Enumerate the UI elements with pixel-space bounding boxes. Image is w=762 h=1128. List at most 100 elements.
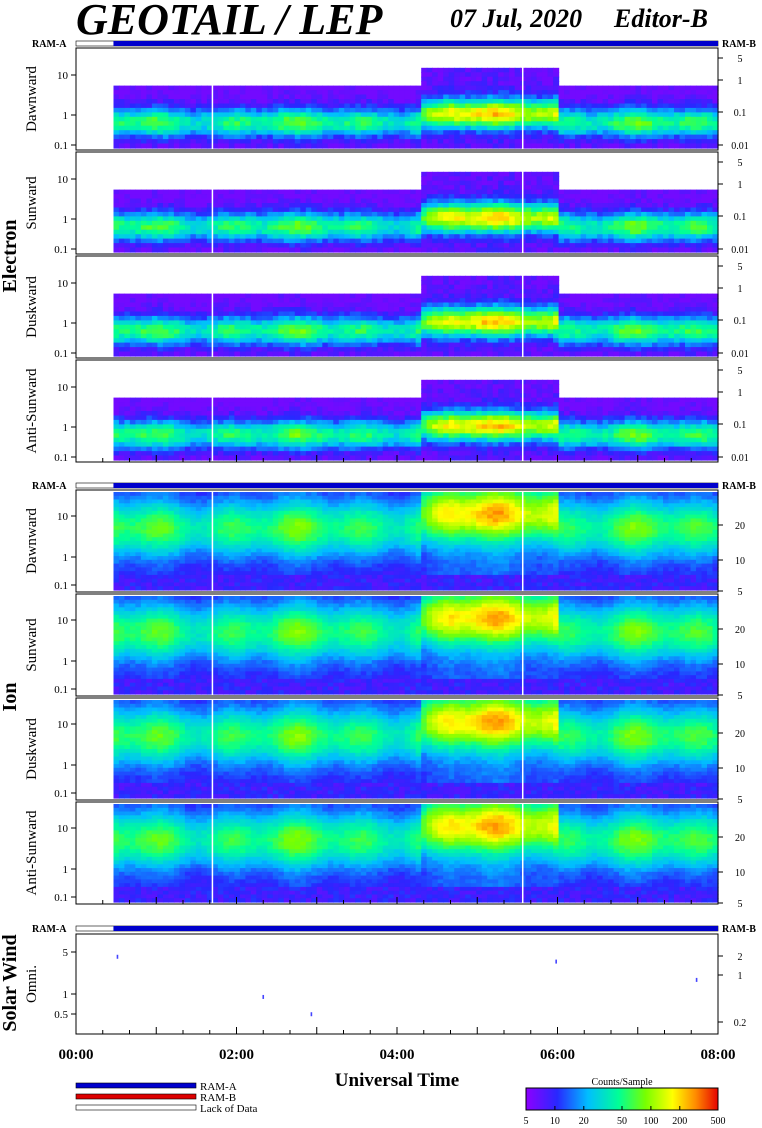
panel-label: Dawnward xyxy=(24,508,40,574)
y-tick-label: 0.1 xyxy=(54,244,68,256)
y-tick-label: 0.1 xyxy=(54,788,68,800)
panel-solar-wind-omni: Omni. xyxy=(24,933,719,1035)
panel-label: Dawnward xyxy=(24,66,40,132)
panel-ion-duskward: Duskward xyxy=(24,697,719,801)
panel-label: Sunward xyxy=(24,618,40,672)
y-tick-label: 1 xyxy=(63,552,69,564)
y-tick-label-right: 0.01 xyxy=(731,141,749,152)
ram-bar-ram-a xyxy=(113,41,718,46)
y-tick-label-right: 1 xyxy=(738,76,743,87)
y-tick-label: 1 xyxy=(63,422,69,434)
y-tick-label-right: 0.01 xyxy=(731,349,749,360)
y-tick-label: 0.1 xyxy=(54,580,68,592)
y-tick-label: 10 xyxy=(57,278,69,290)
spectrogram-image xyxy=(113,700,719,799)
x-tick-label: 06:00 xyxy=(540,1047,575,1063)
legend-label: Lack of Data xyxy=(200,1103,258,1115)
panel-ion-anti-sunward: Anti-Sunward xyxy=(24,801,719,905)
y-tick-label-right: 5 xyxy=(738,158,743,169)
y-tick-label-right: 1 xyxy=(738,284,743,295)
y-tick-label: 0.1 xyxy=(54,892,68,904)
legend-swatch xyxy=(75,1104,197,1111)
editor-label: Editor-B xyxy=(614,4,708,33)
y-tick-label-right: 5 xyxy=(738,366,743,377)
panel-electron-anti-sunward: Anti-Sunward xyxy=(24,359,719,463)
panel-electron-dawnward: Dawnward xyxy=(24,47,719,151)
panel-label: Sunward xyxy=(24,176,40,230)
y-tick-label-right: 0.1 xyxy=(734,212,747,223)
panel-label: Duskward xyxy=(24,276,40,338)
y-tick-label-right: 5 xyxy=(738,899,743,910)
panel-border xyxy=(75,255,719,359)
ram-a-label: RAM-A xyxy=(32,481,67,492)
colorbar-title: Counts/Sample xyxy=(591,1077,653,1088)
x-axis-label: Universal Time xyxy=(335,1070,459,1091)
x-tick-label: 00:00 xyxy=(59,1047,94,1063)
y-tick-label-right: 5 xyxy=(738,795,743,806)
y-tick-label: 0.1 xyxy=(54,452,68,464)
spectrogram-image xyxy=(113,596,719,695)
y-tick-label: 0.5 xyxy=(54,1009,68,1021)
colorbar-tick-label: 20 xyxy=(579,1116,589,1127)
group-label-electron: Electron xyxy=(0,220,21,293)
y-tick-label: 10 xyxy=(57,719,69,731)
y-tick-label: 10 xyxy=(57,511,69,523)
panel-label: Anti-Sunward xyxy=(24,368,40,453)
y-tick-label-right: 10 xyxy=(735,868,745,879)
ram-b-label: RAM-B xyxy=(722,924,756,935)
y-tick-label: 10 xyxy=(57,823,69,835)
y-tick-label-right: 5 xyxy=(738,587,743,598)
solar-wind-point xyxy=(262,994,265,999)
group-label-ion: Ion xyxy=(0,683,21,712)
y-tick-label: 10 xyxy=(57,382,69,394)
spectrogram-image xyxy=(113,67,719,149)
panel-border xyxy=(75,151,719,255)
solar-wind-point xyxy=(695,977,698,982)
panel-label: Duskward xyxy=(24,718,40,780)
y-tick-label-right: 5 xyxy=(738,262,743,273)
y-tick-label-right: 0.1 xyxy=(734,420,747,431)
panel-electron-sunward: Sunward xyxy=(24,151,719,255)
y-tick-label: 1 xyxy=(63,110,69,122)
y-tick-label: 0.1 xyxy=(54,140,68,152)
y-tick-label: 1 xyxy=(63,864,69,876)
y-tick-label-right: 0.01 xyxy=(731,245,749,256)
y-tick-label: 1 xyxy=(63,318,69,330)
y-tick-label-right: 20 xyxy=(735,833,745,844)
legend-swatch xyxy=(75,1093,197,1100)
y-tick-label-right: 0.1 xyxy=(734,316,747,327)
colorbar-tick-label: 500 xyxy=(711,1116,726,1127)
colorbar-tick-label: 200 xyxy=(672,1116,687,1127)
y-tick-label-right: 1 xyxy=(738,180,743,191)
panel-label: Anti-Sunward xyxy=(24,810,40,895)
y-tick-label-right: 20 xyxy=(735,625,745,636)
x-tick-label: 04:00 xyxy=(380,1047,415,1063)
y-tick-label-right: 10 xyxy=(735,660,745,671)
solar-wind-point xyxy=(116,954,119,959)
panel-border xyxy=(75,489,719,593)
panel-ion-sunward: Sunward xyxy=(24,593,719,697)
panel-label: Omni. xyxy=(24,965,40,1003)
ram-a-label: RAM-A xyxy=(32,924,67,935)
y-tick-label: 1 xyxy=(63,656,69,668)
x-tick-label: 02:00 xyxy=(219,1047,254,1063)
y-tick-label-right: 2 xyxy=(738,952,743,963)
panel-electron-duskward: Duskward xyxy=(24,255,719,359)
panel-frame xyxy=(75,933,719,1035)
y-tick-label: 1 xyxy=(63,989,69,1001)
colorbar-tick-label: 100 xyxy=(643,1116,658,1127)
legend-label: RAM-A xyxy=(200,1081,237,1093)
y-tick-label: 1 xyxy=(63,214,69,226)
panel-border xyxy=(75,593,719,697)
date-label: 07 Jul, 2020 xyxy=(450,4,583,33)
page-title: GEOTAIL / LEP xyxy=(76,0,383,44)
x-tick-label: 08:00 xyxy=(701,1047,736,1063)
y-tick-label: 0.1 xyxy=(54,684,68,696)
colorbar-tick-label: 10 xyxy=(550,1116,560,1127)
solar-wind-point xyxy=(310,1012,313,1017)
y-tick-label-right: 1 xyxy=(738,388,743,399)
y-tick-label: 10 xyxy=(57,70,69,82)
y-tick-label: 10 xyxy=(57,174,69,186)
spectrogram-image xyxy=(113,492,719,591)
